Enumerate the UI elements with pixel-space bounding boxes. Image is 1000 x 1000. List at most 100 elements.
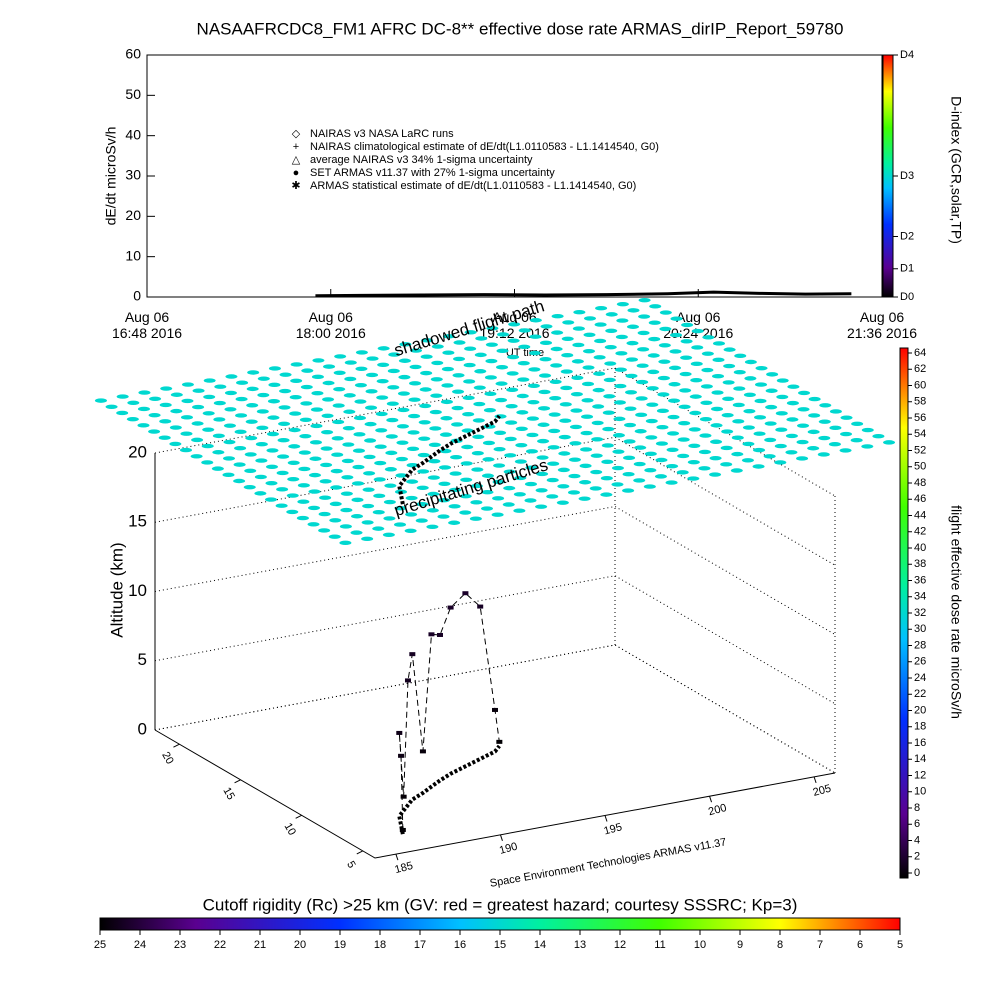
rigidity-cell xyxy=(449,487,462,493)
colorbar-tick-label: 7 xyxy=(817,939,823,951)
rigidity-cell xyxy=(287,476,300,482)
rigidity-cell xyxy=(149,396,162,401)
rigidity-cell xyxy=(492,496,505,501)
rigidity-cell xyxy=(494,430,507,435)
top-projection xyxy=(397,414,501,505)
rigidity-cell xyxy=(452,373,465,378)
rigidity-cell xyxy=(361,520,374,525)
rigidity-cell xyxy=(622,488,635,493)
rigidity-cell xyxy=(296,515,309,521)
y2-axis-label: D-index (GCR,solar,TP) xyxy=(948,96,964,244)
rigidity-cell xyxy=(711,406,724,412)
rigidity-cell xyxy=(482,440,495,446)
rigidity-cell xyxy=(394,506,407,511)
rigidity-cell xyxy=(288,444,301,449)
rigidity-cell xyxy=(222,472,235,478)
rigidity-cell xyxy=(786,400,799,406)
rigidity-cell xyxy=(551,314,564,319)
rigidity-cell xyxy=(601,443,614,448)
rigidity-cell xyxy=(181,398,194,404)
rigidity-cell xyxy=(504,436,517,442)
rigidity-cell xyxy=(680,355,693,360)
rigidity-cell xyxy=(418,420,431,425)
colorbar-tick-label: 52 xyxy=(914,444,926,456)
rigidity-cell xyxy=(524,498,537,503)
rigidity-cell xyxy=(344,360,357,365)
rigidity-cell xyxy=(387,385,400,390)
x-tick-label: 200 xyxy=(707,802,728,818)
z-tick-label: 20 xyxy=(128,442,147,461)
rigidity-cell xyxy=(720,462,733,467)
rigidity-cell xyxy=(298,450,311,455)
rigidity-cell xyxy=(318,511,331,517)
rigidity-cell xyxy=(797,423,810,428)
rigidity-cell xyxy=(850,438,863,443)
rigidity-cell xyxy=(452,389,465,394)
y-tick-label: 5 xyxy=(344,859,357,870)
rigidity-cell xyxy=(333,386,346,392)
rigidity-cell xyxy=(550,346,563,352)
colorbar-tick-label: 11 xyxy=(654,939,665,951)
rigidity-cell xyxy=(426,508,439,513)
rigidity-cell xyxy=(223,439,236,445)
rigidity-cell xyxy=(616,301,629,307)
rigidity-cell xyxy=(203,394,216,400)
rigidity-cell xyxy=(536,471,549,477)
rigidity-cell xyxy=(647,369,660,375)
x-tick-label: 195 xyxy=(603,821,624,837)
rigidity-cell xyxy=(485,358,498,364)
rigidity-cell xyxy=(448,520,461,525)
rigidity-cell xyxy=(202,411,215,416)
colorbar-tick-label: 15 xyxy=(494,939,506,951)
rigidity-cell xyxy=(678,404,691,410)
rigidity-cell xyxy=(720,445,733,451)
rigidity-cell xyxy=(535,504,548,509)
rigidity-cell xyxy=(486,326,499,331)
rigidity-cell xyxy=(374,460,387,466)
rigidity-cell xyxy=(441,383,454,388)
rigidity-cell xyxy=(657,375,670,381)
rigidity-cell xyxy=(254,474,267,480)
rigidity-cell xyxy=(744,359,757,365)
rigidity-cell xyxy=(765,388,778,393)
rigidity-cell xyxy=(808,396,821,402)
rigidity-cell xyxy=(127,400,140,405)
rigidity-cell xyxy=(277,454,290,459)
rigidity-cell xyxy=(462,395,475,401)
rigidity-cell xyxy=(742,441,755,447)
rigidity-cell xyxy=(246,403,259,408)
rigidity-cell xyxy=(297,499,310,504)
rigidity-cell xyxy=(517,377,530,382)
rigidity-cell xyxy=(377,346,390,351)
rigidity-cell xyxy=(203,378,216,383)
rigidity-cell xyxy=(148,429,161,434)
rigidity-cell xyxy=(340,491,353,496)
x-tick xyxy=(604,815,608,822)
rigidity-cell xyxy=(257,392,270,398)
rigidity-cell xyxy=(365,389,378,394)
y-tick xyxy=(234,779,241,784)
rigidity-cell xyxy=(538,389,551,395)
rigidity-cell xyxy=(691,328,704,334)
rigidity-cell xyxy=(494,414,507,419)
y2-tick-label: D3 xyxy=(900,170,914,182)
rigidity-cell xyxy=(656,425,669,430)
rigidity-cell xyxy=(497,332,510,337)
rigidity-cell xyxy=(439,448,452,454)
rigidity-cell xyxy=(698,449,711,455)
rigidity-cell xyxy=(212,450,225,455)
rigidity-cell xyxy=(301,368,314,373)
rigidity-cell xyxy=(561,352,574,358)
rigidity-cell xyxy=(235,396,248,402)
rigidity-cell xyxy=(386,401,399,406)
rigidity-cell xyxy=(797,407,810,412)
rigidity-cell xyxy=(655,457,668,463)
colorbar-tick-label: 34 xyxy=(914,591,926,603)
colorbar-tick-label: 23 xyxy=(174,939,186,951)
y-tick-label: 15 xyxy=(220,785,237,802)
rigidity-cell xyxy=(649,304,662,309)
rigidity-cell xyxy=(267,415,280,420)
rigidity-cell xyxy=(289,395,302,400)
colorbar-tick-label: 24 xyxy=(914,672,926,684)
